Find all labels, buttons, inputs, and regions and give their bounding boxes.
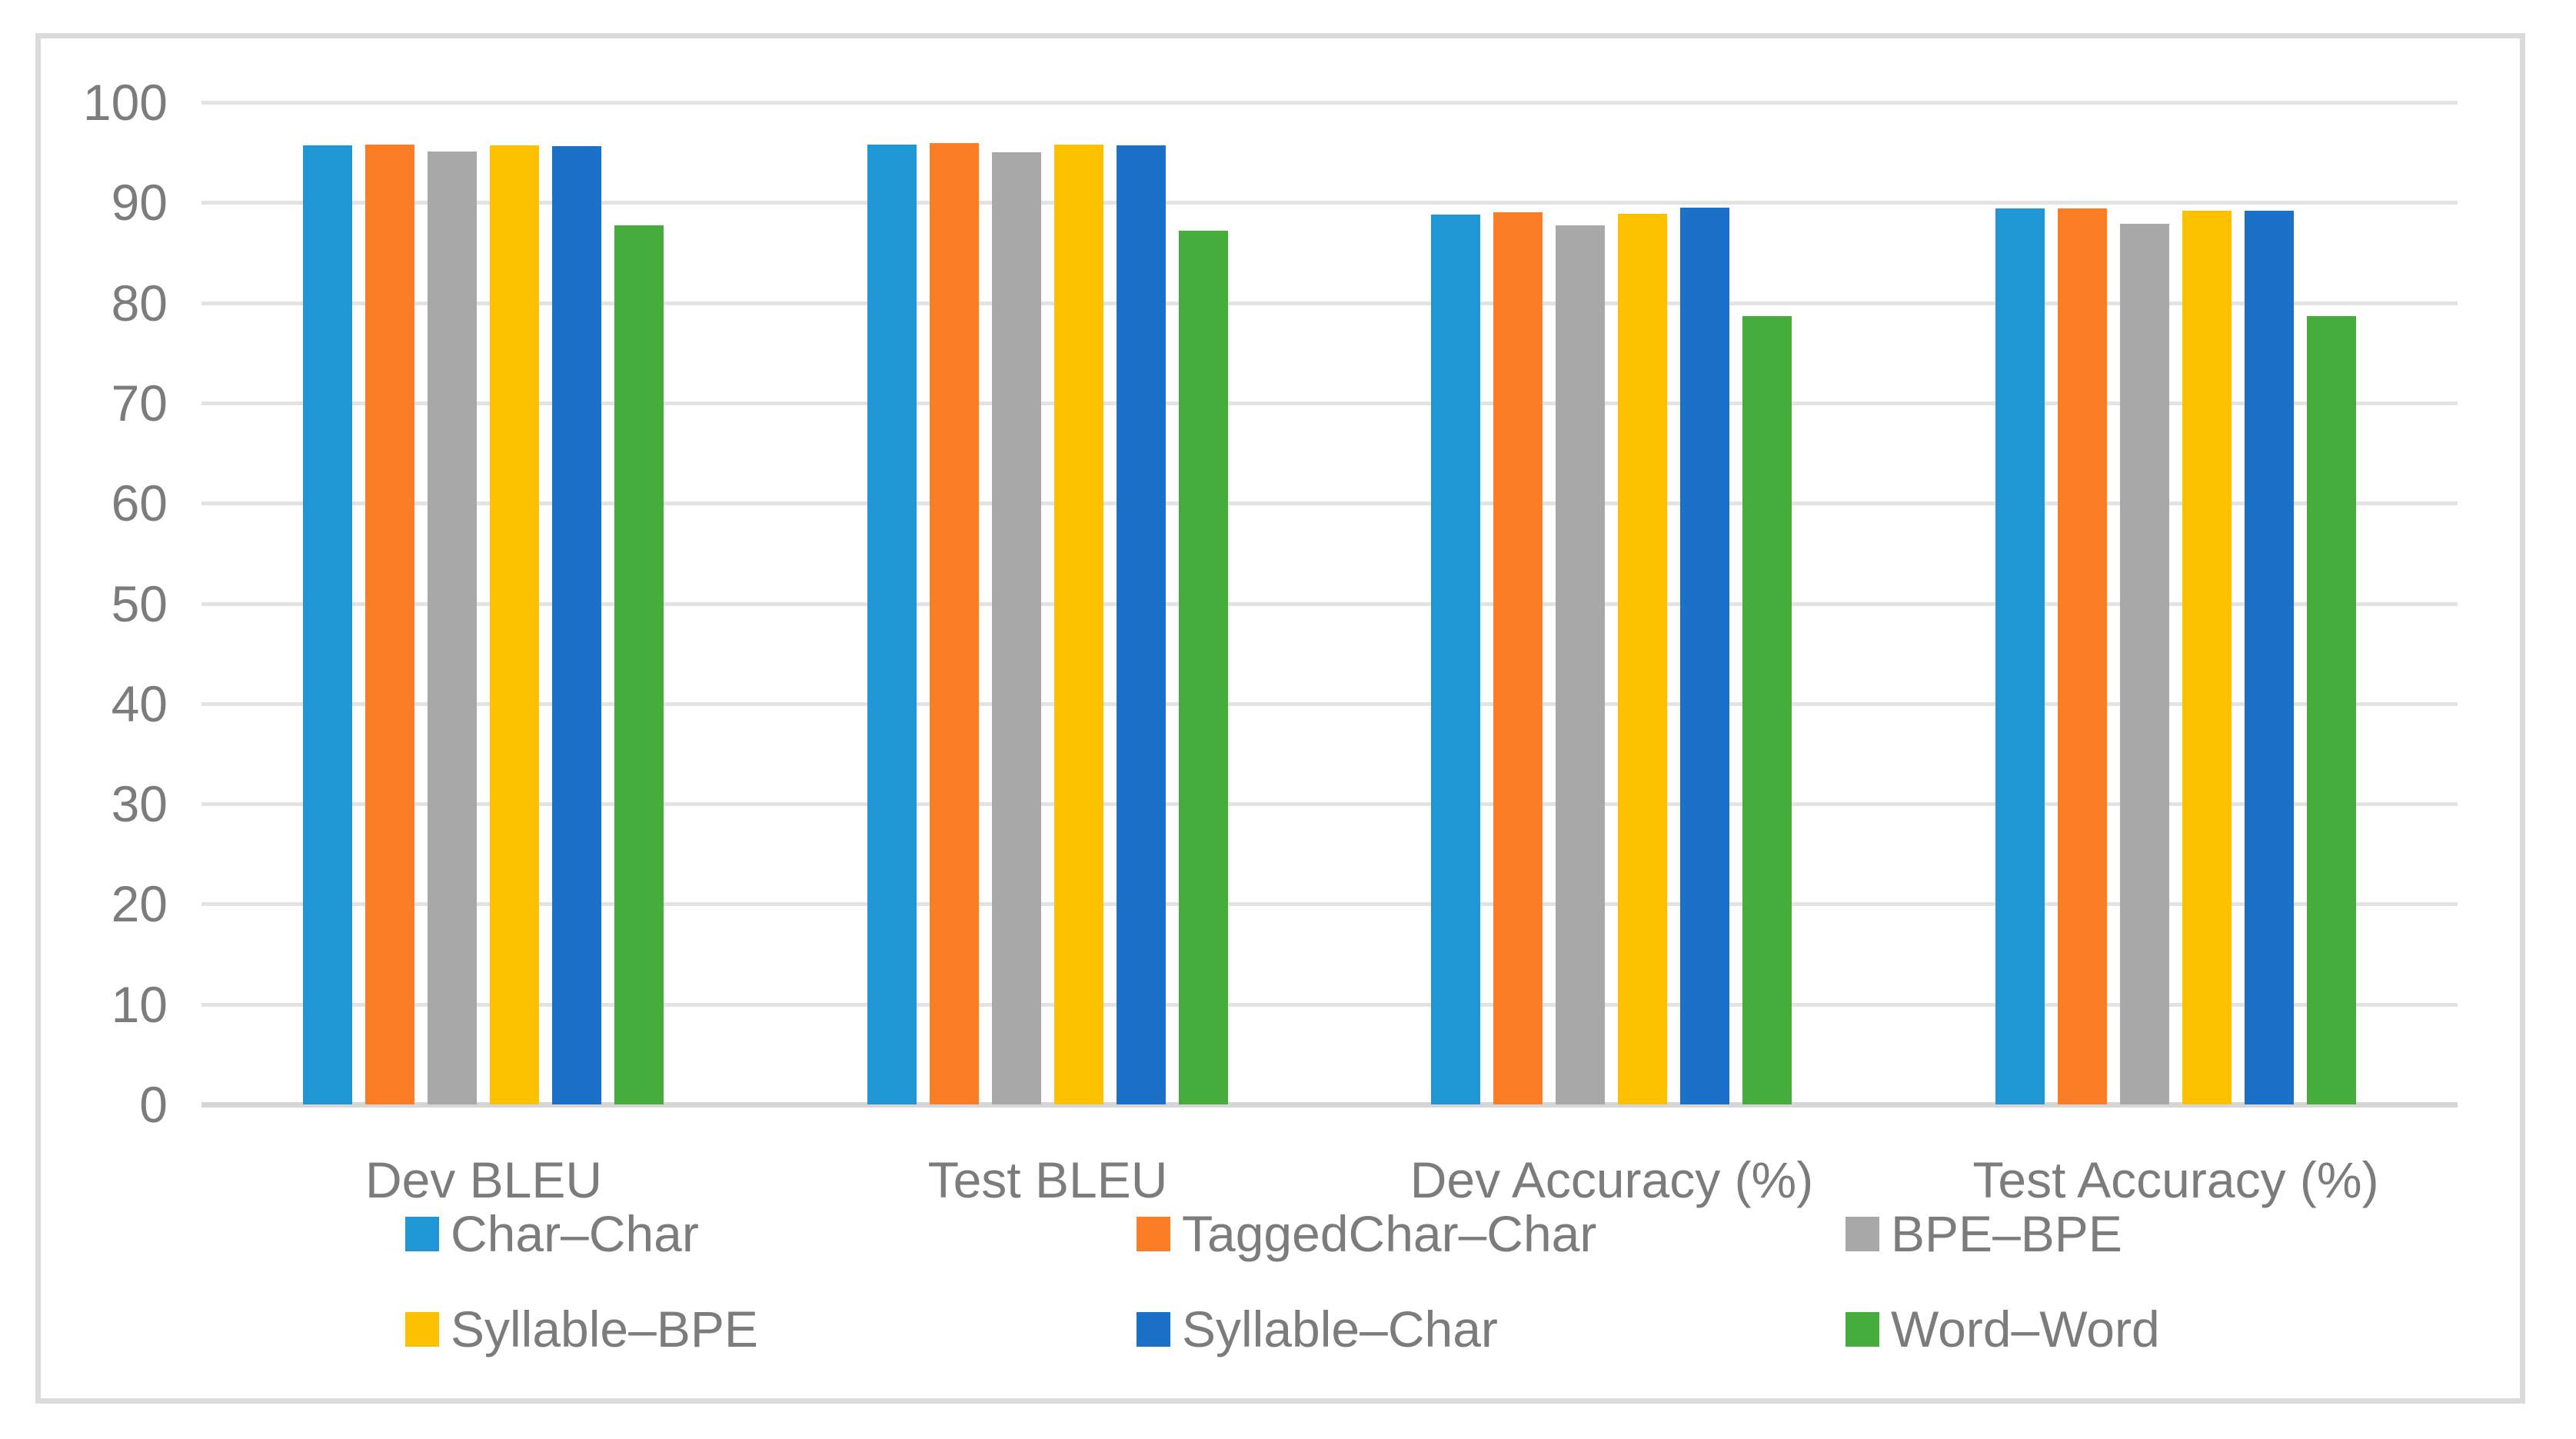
y-tick-label-80: 80 — [111, 274, 168, 331]
legend-label-char-char: Char–Char — [451, 1205, 699, 1262]
legend-label-bpe-bpe: BPE–BPE — [1891, 1205, 2122, 1262]
category-label-test-accuracy: Test Accuracy (%) — [1972, 1151, 2379, 1208]
category-label-dev-accuracy: Dev Accuracy (%) — [1409, 1151, 1814, 1208]
bar-bpe-bpe-dev-accuracy — [1556, 225, 1606, 1104]
legend-swatch-syllable-char — [1137, 1311, 1170, 1347]
y-tick-label-0: 0 — [139, 1076, 168, 1133]
bar-char-char-test-bleu — [867, 144, 917, 1104]
gridline-100 — [201, 101, 2458, 105]
bar-syllable-char-dev-bleu — [552, 146, 602, 1104]
legend-item-syllable-bpe: Syllable–BPE — [405, 1300, 758, 1358]
legend-swatch-taggedchar-char — [1137, 1216, 1170, 1251]
gridline-90 — [201, 201, 2458, 205]
y-tick-label-30: 30 — [111, 775, 168, 833]
gridline-30 — [201, 802, 2458, 807]
bar-syllable-char-test-accuracy — [2244, 210, 2294, 1104]
bar-char-char-dev-accuracy — [1431, 214, 1481, 1104]
gridline-50 — [201, 601, 2458, 606]
bar-word-word-test-accuracy — [2306, 315, 2356, 1104]
legend-label-syllable-char: Syllable–Char — [1182, 1301, 1498, 1357]
legend-swatch-syllable-bpe — [405, 1311, 439, 1347]
bar-syllable-bpe-dev-accuracy — [1618, 213, 1668, 1104]
y-tick-label-10: 10 — [111, 975, 168, 1033]
y-tick-label-40: 40 — [111, 675, 168, 732]
legend-item-word-word: Word–Word — [1845, 1300, 2160, 1358]
y-tick-label-70: 70 — [111, 374, 168, 431]
legend-item-bpe-bpe: BPE–BPE — [1845, 1204, 2122, 1263]
bar-taggedchar-char-dev-bleu — [365, 144, 415, 1104]
gridline-70 — [201, 401, 2458, 405]
bar-taggedchar-char-test-bleu — [929, 143, 979, 1104]
bar-syllable-bpe-dev-bleu — [490, 145, 540, 1104]
gridline-40 — [201, 701, 2458, 706]
bar-syllable-bpe-test-bleu — [1053, 144, 1103, 1104]
gridline-20 — [201, 902, 2458, 907]
bar-word-word-dev-bleu — [614, 225, 664, 1104]
legend-label-syllable-bpe: Syllable–BPE — [451, 1301, 758, 1357]
legend-swatch-word-word — [1845, 1311, 1879, 1347]
bar-bpe-bpe-test-accuracy — [2119, 223, 2169, 1104]
legend-label-word-word: Word–Word — [1891, 1301, 2160, 1357]
legend-item-char-char: Char–Char — [405, 1204, 699, 1263]
legend-label-taggedchar-char: TaggedChar–Char — [1182, 1205, 1597, 1262]
legend-item-taggedchar-char: TaggedChar–Char — [1137, 1204, 1596, 1263]
legend-swatch-bpe-bpe — [1845, 1216, 1879, 1251]
category-label-test-bleu: Test BLEU — [927, 1151, 1168, 1208]
bar-taggedchar-char-dev-accuracy — [1493, 212, 1543, 1104]
bar-char-char-test-accuracy — [1995, 208, 2045, 1104]
bar-char-char-dev-bleu — [303, 145, 353, 1104]
y-tick-label-50: 50 — [111, 575, 168, 632]
legend-swatch-char-char — [405, 1216, 439, 1251]
gridline-10 — [201, 1002, 2458, 1007]
x-axis-line — [201, 1102, 2458, 1108]
gridline-60 — [201, 501, 2458, 506]
y-tick-label-20: 20 — [111, 875, 168, 933]
bar-taggedchar-char-test-accuracy — [2057, 208, 2107, 1104]
bar-word-word-dev-accuracy — [1742, 315, 1792, 1104]
gridline-80 — [201, 301, 2458, 305]
bar-word-word-test-bleu — [1178, 230, 1228, 1104]
bar-syllable-char-dev-accuracy — [1680, 207, 1730, 1104]
y-tick-label-90: 90 — [111, 174, 168, 232]
legend-item-syllable-char: Syllable–Char — [1137, 1300, 1498, 1358]
bar-syllable-char-test-bleu — [1116, 145, 1166, 1104]
bar-syllable-bpe-test-accuracy — [2182, 210, 2232, 1104]
bar-bpe-bpe-dev-bleu — [428, 151, 478, 1104]
y-tick-label-60: 60 — [111, 475, 168, 532]
bar-bpe-bpe-test-bleu — [991, 152, 1041, 1104]
y-tick-label-100: 100 — [82, 74, 168, 131]
category-label-dev-bleu: Dev BLEU — [364, 1151, 603, 1208]
